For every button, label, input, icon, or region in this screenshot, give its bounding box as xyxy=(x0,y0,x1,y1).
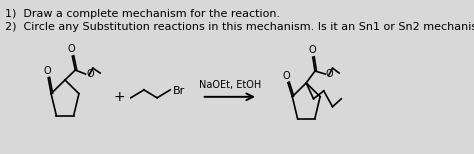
Text: +: + xyxy=(113,90,125,104)
Text: O: O xyxy=(44,66,51,76)
Text: 2)  Circle any Substitution reactions in this mechanism. Is it an Sn1 or Sn2 mec: 2) Circle any Substitution reactions in … xyxy=(5,22,474,32)
Text: NaOEt, EtOH: NaOEt, EtOH xyxy=(199,80,261,90)
Text: O: O xyxy=(326,69,334,79)
Text: O: O xyxy=(86,69,94,79)
Text: 1)  Draw a complete mechanism for the reaction.: 1) Draw a complete mechanism for the rea… xyxy=(5,9,280,19)
Text: O: O xyxy=(283,71,290,81)
Text: Br: Br xyxy=(173,86,185,96)
Text: O: O xyxy=(68,44,75,54)
Text: O: O xyxy=(308,45,316,55)
